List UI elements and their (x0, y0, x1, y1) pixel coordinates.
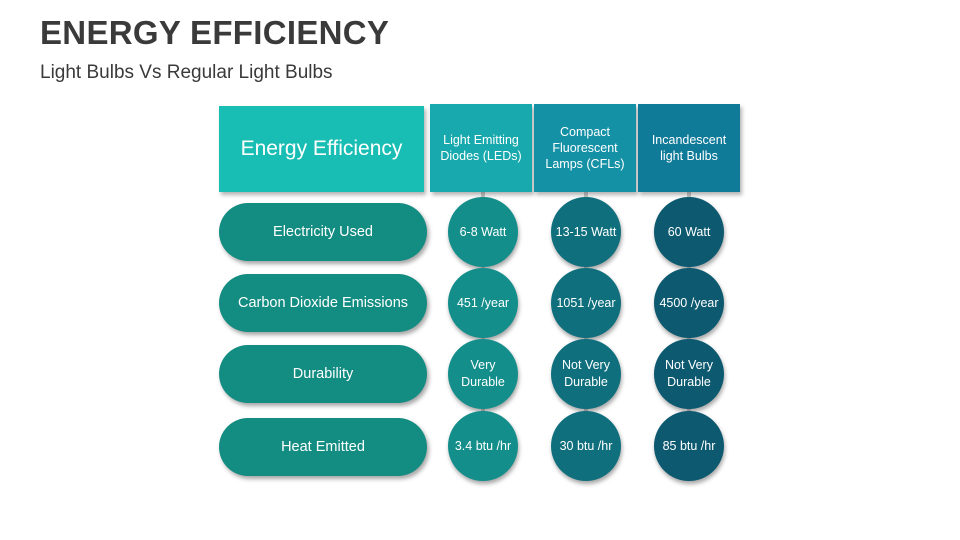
cell-co2-cfls: 1051 /year (551, 268, 621, 338)
column-header-cfls: Compact Fluorescent Lamps (CFLs) (534, 104, 636, 192)
row-label-durability: Durability (219, 345, 427, 403)
cell-heat-cfls: 30 btu /hr (551, 411, 621, 481)
page-subtitle: Light Bulbs Vs Regular Light Bulbs (40, 62, 333, 83)
cell-electricity-leds: 6-8 Watt (448, 197, 518, 267)
cell-durability-leds: Very Durable (448, 339, 518, 409)
cell-electricity-incandescent: 60 Watt (654, 197, 724, 267)
cell-heat-leds: 3.4 btu /hr (448, 411, 518, 481)
cell-durability-cfls: Not Very Durable (551, 339, 621, 409)
cell-co2-leds: 451 /year (448, 268, 518, 338)
row-label-heat-emitted: Heat Emitted (219, 418, 427, 476)
table-header-energy-efficiency: Energy Efficiency (219, 106, 424, 192)
page-title: ENERGY EFFICIENCY (40, 14, 390, 51)
row-label-carbon-dioxide-emissions: Carbon Dioxide Emissions (219, 274, 427, 332)
column-header-leds: Light Emitting Diodes (LEDs) (430, 104, 532, 192)
cell-durability-incandescent: Not Very Durable (654, 339, 724, 409)
cell-co2-incandescent: 4500 /year (654, 268, 724, 338)
row-label-electricity-used: Electricity Used (219, 203, 427, 261)
cell-heat-incandescent: 85 btu /hr (654, 411, 724, 481)
cell-electricity-cfls: 13-15 Watt (551, 197, 621, 267)
column-header-incandescent: Incandescent light Bulbs (638, 104, 740, 192)
